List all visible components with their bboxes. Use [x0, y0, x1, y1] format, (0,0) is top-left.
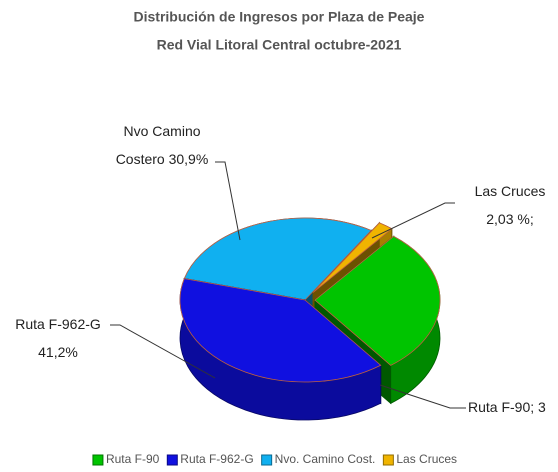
data-label-line: Costero 30,9%: [116, 151, 209, 167]
leader-line: [215, 161, 241, 241]
legend-label: Nvo. Camino Cost.: [275, 452, 376, 466]
slice-top: [183, 217, 372, 301]
legend-item: Las Cruces: [382, 452, 457, 466]
legend-swatch: [382, 454, 394, 466]
legend-item: Ruta F-90: [92, 452, 160, 466]
legend-item: Ruta F-962-G: [166, 452, 254, 466]
data-label: Ruta F-90; 3: [468, 399, 546, 415]
data-label-line: Nvo Camino: [123, 123, 200, 139]
legend-swatch: [261, 454, 273, 466]
slice: [179, 277, 382, 421]
chart-title: Distribución de Ingresos por Plaza de Pe…: [134, 9, 425, 25]
chart-subtitle: Red Vial Litoral Central octubre-2021: [157, 37, 402, 53]
data-label: Las Cruces 2,03 %;: [475, 183, 546, 227]
legend-swatch: [92, 454, 104, 466]
data-label-line: 41,2%: [38, 344, 78, 360]
leader-line: [371, 202, 455, 239]
leader-line: [110, 324, 216, 379]
data-label: Nvo Camino Costero 30,9%: [116, 123, 209, 167]
legend-label: Las Cruces: [396, 452, 457, 466]
legend-label: Ruta F-90: [106, 452, 160, 466]
data-label-line: Ruta F-962-G: [15, 316, 101, 332]
data-label: Ruta F-962-G 41,2%: [15, 316, 101, 360]
leader-line: [379, 384, 466, 409]
data-label-line: Las Cruces: [475, 183, 546, 199]
legend-swatch: [166, 454, 178, 466]
slice-top: [314, 235, 441, 366]
legend-label: Ruta F-962-G: [180, 452, 253, 466]
legend-item: Nvo. Camino Cost.: [261, 452, 376, 466]
slice-top: [179, 278, 382, 383]
data-label-line: Ruta F-90; 3: [468, 399, 546, 415]
data-label-line: 2,03 %;: [486, 211, 533, 227]
